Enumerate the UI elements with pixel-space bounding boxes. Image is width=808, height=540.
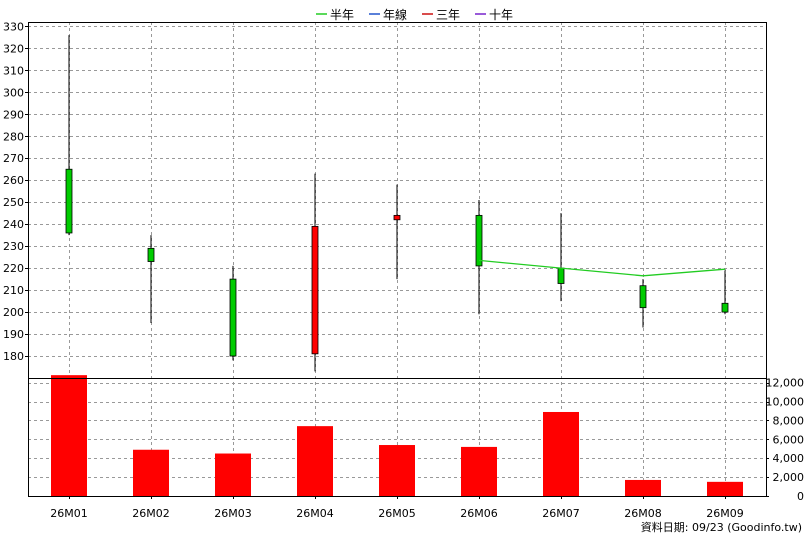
candle-body-2 (229, 278, 237, 357)
x-tick-label-5: 26M06 (460, 507, 498, 520)
candle-body-6 (557, 267, 565, 284)
volume-bar-7 (625, 479, 661, 496)
price-tick-label-0: 180 (3, 350, 24, 363)
legend-label-3: 十年 (489, 8, 513, 22)
volume-tick-label-2: 4,000 (773, 452, 805, 465)
ma-lines (478, 259, 726, 277)
frame (28, 22, 767, 497)
volume-bar-4 (379, 445, 415, 496)
legend: 半年 年線 三年 十年 (316, 7, 513, 22)
grid (28, 22, 766, 496)
x-tick-label-8: 26M09 (706, 507, 744, 520)
plot-frame (28, 22, 767, 497)
x-tick-label-1: 26M02 (132, 507, 170, 520)
volume-bar-5 (461, 446, 497, 496)
candle-body-8 (721, 302, 729, 313)
volume-bar-6 (543, 411, 579, 496)
footer-text: 資料日期: 09/23 (Goodinfo.tw) (641, 520, 802, 534)
candle-body-4 (393, 214, 401, 221)
price-axis: 180 190 200 210 220 230 240 250 260 270 280 290 300 3… (3, 20, 28, 363)
volume-bar-1 (133, 449, 169, 496)
price-tick-label-1: 190 (3, 328, 24, 341)
price-tick-label-5: 230 (3, 240, 24, 253)
volume-bar-0 (51, 375, 87, 496)
volume-bars (51, 375, 743, 496)
volume-bar-3 (297, 426, 333, 496)
candles (65, 35, 729, 372)
x-tick-label-4: 26M05 (378, 507, 416, 520)
volume-tick-label-6: 12,000 (766, 377, 805, 390)
ma-line-0 (478, 259, 726, 277)
price-tick-label-2: 200 (3, 306, 24, 319)
x-axis: 26M01 26M02 26M03 26M04 26M05 26M06 26M07 26M08… (50, 496, 744, 520)
volume-bar-2 (215, 453, 251, 496)
price-tick-label-10: 280 (3, 130, 24, 143)
volume-tick-label-3: 6,000 (773, 433, 805, 446)
price-tick-label-12: 300 (3, 86, 24, 99)
price-tick-label-14: 320 (3, 42, 24, 55)
candle-body-1 (147, 247, 155, 262)
candle-body-5 (475, 214, 483, 267)
legend-label-0: 半年 (330, 8, 354, 22)
price-tick-label-6: 240 (3, 218, 24, 231)
volume-tick-label-1: 2,000 (773, 471, 805, 484)
volume-axis: 0 2,000 4,000 6,000 8,000 10,000 12,000 (766, 377, 805, 503)
price-tick-label-4: 220 (3, 262, 24, 275)
price-tick-label-7: 250 (3, 196, 24, 209)
price-tick-label-11: 290 (3, 108, 24, 121)
x-tick-label-2: 26M03 (214, 507, 252, 520)
volume-tick-label-0: 0 (797, 490, 804, 503)
price-tick-label-8: 260 (3, 174, 24, 187)
price-tick-label-15: 330 (3, 20, 24, 33)
x-tick-label-0: 26M01 (50, 507, 88, 520)
price-tick-label-9: 270 (3, 152, 24, 165)
x-tick-label-3: 26M04 (296, 507, 334, 520)
x-tick-label-7: 26M08 (624, 507, 662, 520)
price-tick-label-13: 310 (3, 64, 24, 77)
legend-label-1: 年線 (383, 7, 407, 22)
volume-tick-label-5: 10,000 (766, 396, 805, 409)
price-tick-label-3: 210 (3, 284, 24, 297)
volume-tick-label-4: 8,000 (773, 414, 805, 427)
volume-bar-8 (707, 481, 743, 496)
candle-body-0 (65, 168, 73, 234)
legend-label-2: 三年 (436, 8, 460, 22)
x-tick-label-6: 26M07 (542, 507, 580, 520)
candle-body-3 (311, 225, 319, 355)
candle-body-7 (639, 285, 647, 309)
